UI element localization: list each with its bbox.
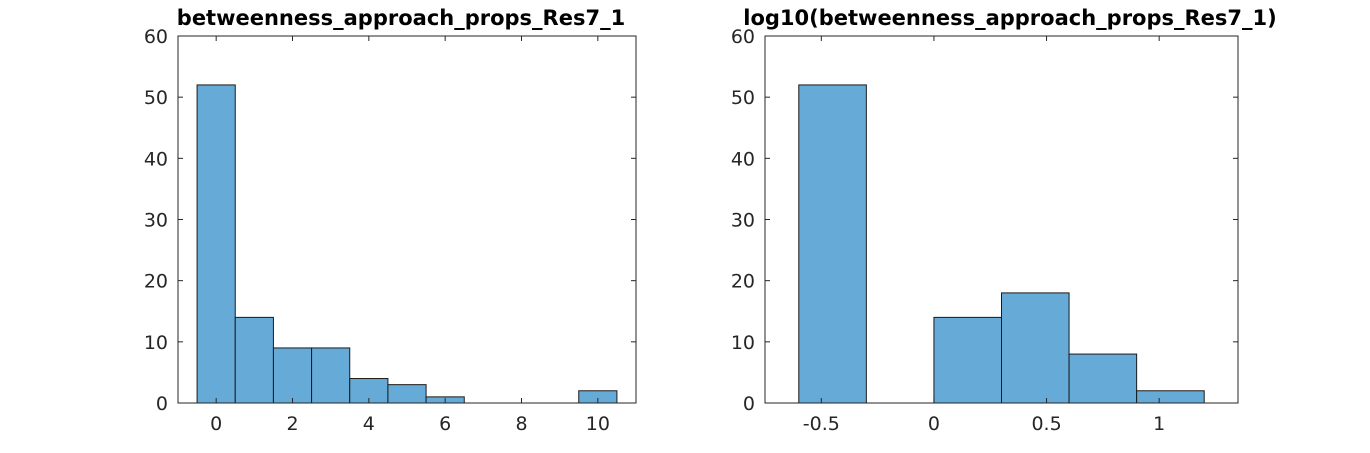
histogram-bar bbox=[1136, 390, 1205, 404]
chart-title: log10(betweenness_approach_props_Res7_1) bbox=[743, 6, 1277, 30]
histogram-panel-log10: log10(betweenness_approach_props_Res7_1)… bbox=[731, 6, 1277, 435]
histogram-bar bbox=[1001, 292, 1070, 404]
x-tick-label: 2 bbox=[286, 413, 298, 435]
histogram-bars bbox=[196, 84, 618, 404]
y-tick-label: 50 bbox=[731, 87, 755, 109]
x-tick-label: 1 bbox=[1153, 413, 1165, 435]
y-tick-label: 40 bbox=[144, 148, 168, 170]
y-tick-label: 10 bbox=[144, 332, 168, 354]
y-tick-label: 40 bbox=[731, 148, 755, 170]
y-tick-label: 60 bbox=[144, 26, 168, 48]
histogram-bar bbox=[234, 316, 274, 404]
axis-ticks: 0 10 20 30 40 50 60 0 2 4 6 8 10 bbox=[144, 26, 636, 435]
histogram-bars bbox=[798, 84, 1205, 404]
histogram-bar bbox=[272, 347, 313, 404]
y-tick-label: 0 bbox=[743, 393, 755, 415]
y-tick-label: 30 bbox=[144, 210, 168, 232]
x-tick-label: 0 bbox=[928, 413, 940, 435]
chart-title: betweenness_approach_props_Res7_1 bbox=[177, 6, 625, 30]
y-tick-label: 20 bbox=[731, 271, 755, 293]
x-tick-label: -0.5 bbox=[803, 413, 840, 435]
histogram-bar bbox=[798, 84, 867, 404]
histogram-bar bbox=[933, 316, 1002, 404]
x-tick-label: 6 bbox=[439, 413, 451, 435]
x-tick-label: 0.5 bbox=[1031, 413, 1061, 435]
x-tick-label: 8 bbox=[515, 413, 527, 435]
y-tick-label: 60 bbox=[731, 26, 755, 48]
histogram-bar bbox=[196, 84, 236, 404]
y-tick-label: 50 bbox=[144, 87, 168, 109]
histogram-bar bbox=[387, 384, 427, 404]
histogram-bar bbox=[1068, 353, 1138, 404]
y-tick-label: 20 bbox=[144, 271, 168, 293]
histogram-panel-raw: betweenness_approach_props_Res7_1 010203… bbox=[144, 6, 637, 435]
y-tick-label: 10 bbox=[731, 332, 755, 354]
histogram-bar bbox=[311, 347, 351, 404]
axis-ticks: 0 10 20 30 40 50 60 -0.5 0 0.5 1 bbox=[731, 26, 1238, 435]
x-tick-label: 10 bbox=[586, 413, 610, 435]
x-tick-label: 0 bbox=[210, 413, 222, 435]
x-tick-label: 4 bbox=[363, 413, 375, 435]
y-tick-label: 0 bbox=[156, 393, 168, 415]
y-tick-label: 30 bbox=[731, 210, 755, 232]
